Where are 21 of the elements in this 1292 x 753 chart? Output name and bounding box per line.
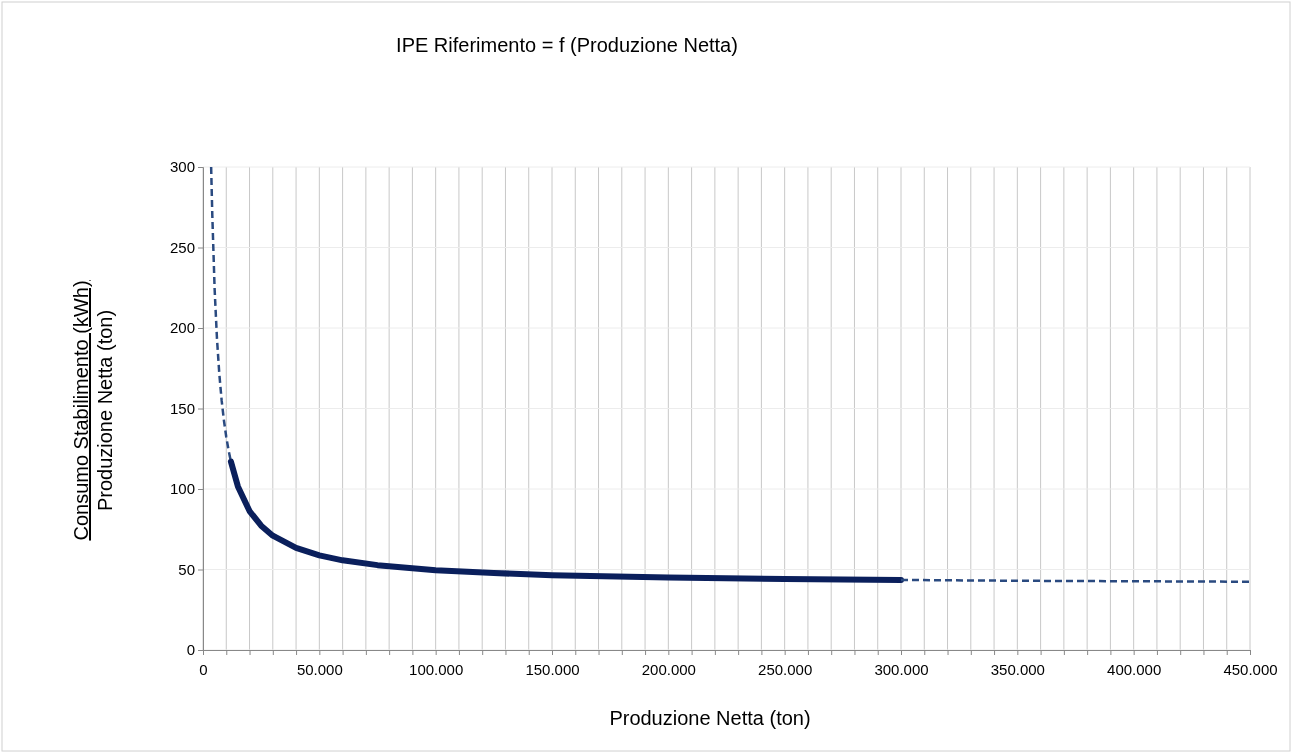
x-tick-label: 100.000 (409, 660, 464, 678)
x-tick-label: 400.000 (1107, 660, 1162, 678)
x-tick-label: 0 (199, 660, 208, 678)
text: Produzione Netta (ton) (94, 309, 116, 512)
x-tick-label: 150.000 (525, 660, 580, 678)
x-tick-label: 350.000 (990, 660, 1045, 678)
x-tick-label: 200.000 (641, 660, 696, 678)
y-tick-label: 50 (178, 560, 195, 578)
y-tick-label: 300 (169, 158, 195, 176)
y-tick-label: 200 (169, 319, 195, 337)
chart-title: IPE Riferimento = f (Produzione Netta) (396, 34, 738, 56)
text: Consumo Stabilimento (kWh) (70, 280, 92, 541)
x-tick-label: 250.000 (758, 660, 813, 678)
x-tick-label: 300.000 (874, 660, 929, 678)
y-tick-label: 100 (169, 480, 195, 498)
y-tick-label: 150 (169, 399, 195, 417)
y-tick-label: 250 (169, 238, 195, 256)
x-tick-label: 450.000 (1223, 660, 1278, 678)
x-axis-title: Produzione Netta (ton) (609, 707, 811, 729)
y-tick-label: 0 (186, 641, 195, 659)
x-tick-label: 50.000 (296, 660, 343, 678)
